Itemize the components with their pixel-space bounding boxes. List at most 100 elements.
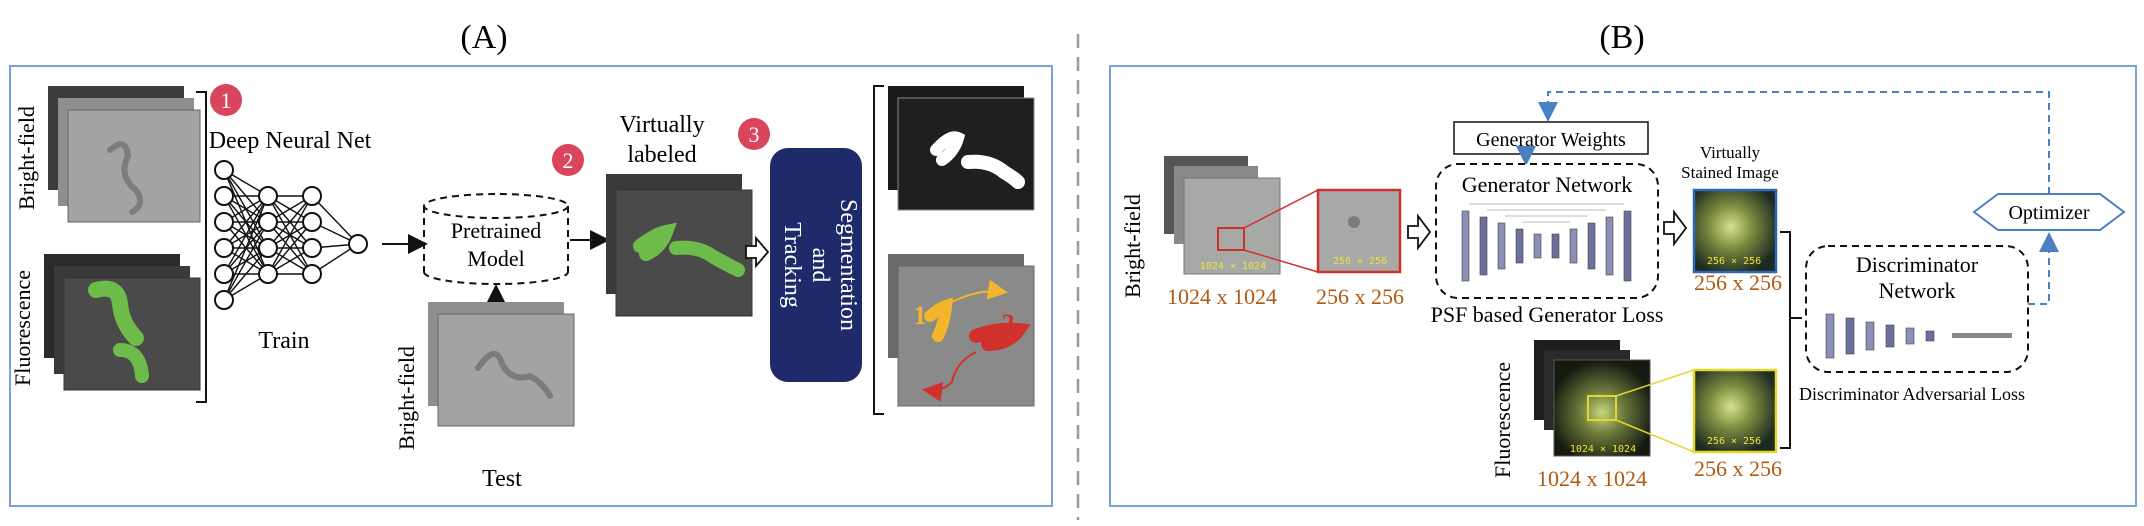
pretrained-model-line2: Model: [467, 246, 524, 271]
tracking-stack: [888, 254, 1035, 407]
unet-layer: [1569, 228, 1578, 264]
network-edge: [223, 195, 269, 275]
discriminator-layer: [1865, 321, 1875, 351]
network-node: [214, 212, 234, 232]
network-node: [214, 264, 234, 284]
discriminator-loss-label: Discriminator Adversarial Loss: [1799, 384, 2025, 404]
b-bf-crop-zoom: [1316, 188, 1402, 274]
train-label: Train: [258, 328, 309, 354]
generator-network-label: Generator Network: [1462, 172, 1632, 197]
b-fl-inset-size: 1024 × 1024: [1570, 444, 1636, 455]
bright-field-label: Bright-field: [14, 106, 39, 210]
discriminator-line1: Discriminator: [1856, 252, 1979, 277]
unet-layer: [1461, 210, 1470, 282]
segmentation-mask-stack: [888, 86, 1035, 211]
unet-layer: [1605, 216, 1614, 276]
discriminator-box: [1805, 245, 2029, 373]
network-node: [214, 238, 234, 258]
b-bf-crop-cell: [1348, 216, 1360, 228]
discriminator-layer: [1845, 317, 1855, 355]
network-edge: [267, 195, 313, 249]
b-fl-crop-link-top: [1615, 369, 1695, 397]
b-fl-crop-box: [1587, 395, 1617, 421]
psf-loss-label: PSF based Generator Loss: [1431, 302, 1664, 327]
generator-unet-icon: [1461, 203, 1632, 282]
panel-a-label: (A): [460, 19, 507, 56]
bracket-to-discriminator: [1780, 231, 1802, 449]
step-2-badge: [552, 144, 584, 176]
input-bracket: [196, 91, 207, 403]
virtually-labeled-stack: [606, 174, 753, 317]
step-1-badge: [210, 84, 242, 116]
b-bf-crop-inset-size: 256 × 256: [1333, 256, 1387, 267]
network-node: [214, 290, 234, 310]
arrow-to-generator: [1407, 213, 1432, 251]
b-bright-field-label: Bright-field: [1120, 194, 1145, 298]
virtually-labeled-line1: Virtually: [619, 112, 704, 138]
unet-layer: [1533, 233, 1542, 259]
b-fl-crop-size: 256 x 256: [1694, 456, 1782, 481]
track-1-label: 1: [914, 301, 927, 330]
segmentation-line1: Segmentation: [835, 199, 861, 331]
network-title: Deep Neural Net: [209, 128, 372, 154]
unet-layer: [1551, 233, 1560, 259]
b-fl-crop-link-bottom: [1615, 419, 1695, 453]
panel-b-frame: [1109, 65, 2137, 507]
panel-b-label: (B): [1599, 19, 1644, 56]
network-node: [258, 186, 278, 206]
arrow-to-segmentation: [745, 235, 770, 269]
test-bright-field-stack: [428, 302, 575, 427]
step-3-number: 3: [749, 122, 760, 147]
network-edge: [311, 195, 359, 245]
arrow-to-virtual-stained: [1663, 209, 1688, 247]
fluorescence-train-stack: [44, 254, 201, 391]
virtually-labeled-line2: labeled: [627, 142, 696, 168]
vs-inset-size: 256 × 256: [1707, 256, 1761, 267]
discriminator-layer: [1905, 327, 1915, 345]
network-node: [302, 212, 322, 232]
network-node: [302, 186, 322, 206]
b-fluorescence-label: Fluorescence: [1490, 362, 1515, 478]
network-edge: [223, 221, 269, 301]
optimizer-shape: [1972, 193, 2126, 231]
network-edge: [223, 247, 269, 301]
test-label: Test: [482, 466, 522, 492]
discriminator-layer: [1885, 324, 1895, 348]
network-edge: [223, 195, 269, 249]
network-edge: [267, 221, 313, 275]
network-edge: [223, 195, 269, 301]
discriminator-layer: [1925, 330, 1935, 342]
unet-layer: [1623, 210, 1632, 282]
network-node: [302, 264, 322, 284]
network-node: [258, 212, 278, 232]
network-node: [214, 160, 234, 180]
test-bright-field-label: Bright-field: [394, 346, 419, 450]
b-fl-crop-zoom: [1692, 368, 1778, 454]
virtual-stained-image: [1692, 188, 1778, 274]
network-node: [258, 264, 278, 284]
network-node: [214, 186, 234, 206]
panel-a-frame: [9, 65, 1053, 507]
segmentation-tracking-box: [770, 148, 862, 382]
pretrained-model-line1: Pretrained: [451, 218, 541, 243]
discriminator-cnn-icon: [1825, 313, 2012, 359]
b-bright-field-stack: [1164, 156, 1281, 275]
network-node: [258, 238, 278, 258]
track-2-label: 2: [1002, 309, 1015, 338]
virtual-stained-line2: Stained Image: [1681, 163, 1779, 182]
segmentation-line3: Tracking: [779, 222, 805, 308]
b-bf-crop-box: [1217, 227, 1245, 251]
virtual-stained-line1: Virtually: [1700, 143, 1761, 162]
discriminator-output: [1952, 333, 2012, 338]
b-fl-crop-inset-size: 256 × 256: [1707, 436, 1761, 447]
unet-layer: [1497, 222, 1506, 270]
step-2-number: 2: [563, 148, 574, 173]
b-bf-image-size: 1024 x 1024: [1167, 284, 1277, 309]
step-3-badge: [738, 118, 770, 150]
feedback-loop-discriminator: [2028, 232, 2059, 305]
discriminator-line2: Network: [1879, 278, 1956, 303]
output-bracket: [873, 85, 884, 415]
unet-layer: [1515, 228, 1524, 264]
b-bf-inset-size: 1024 × 1024: [1200, 261, 1266, 272]
